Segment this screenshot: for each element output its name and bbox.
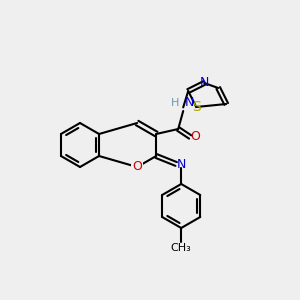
Text: N: N [176,158,186,170]
Text: S: S [192,100,201,114]
Text: CH₃: CH₃ [171,243,192,253]
Text: O: O [132,160,142,173]
Text: O: O [190,130,200,143]
Text: H: H [171,98,179,108]
Text: N: N [185,97,195,110]
Text: N: N [200,76,209,89]
